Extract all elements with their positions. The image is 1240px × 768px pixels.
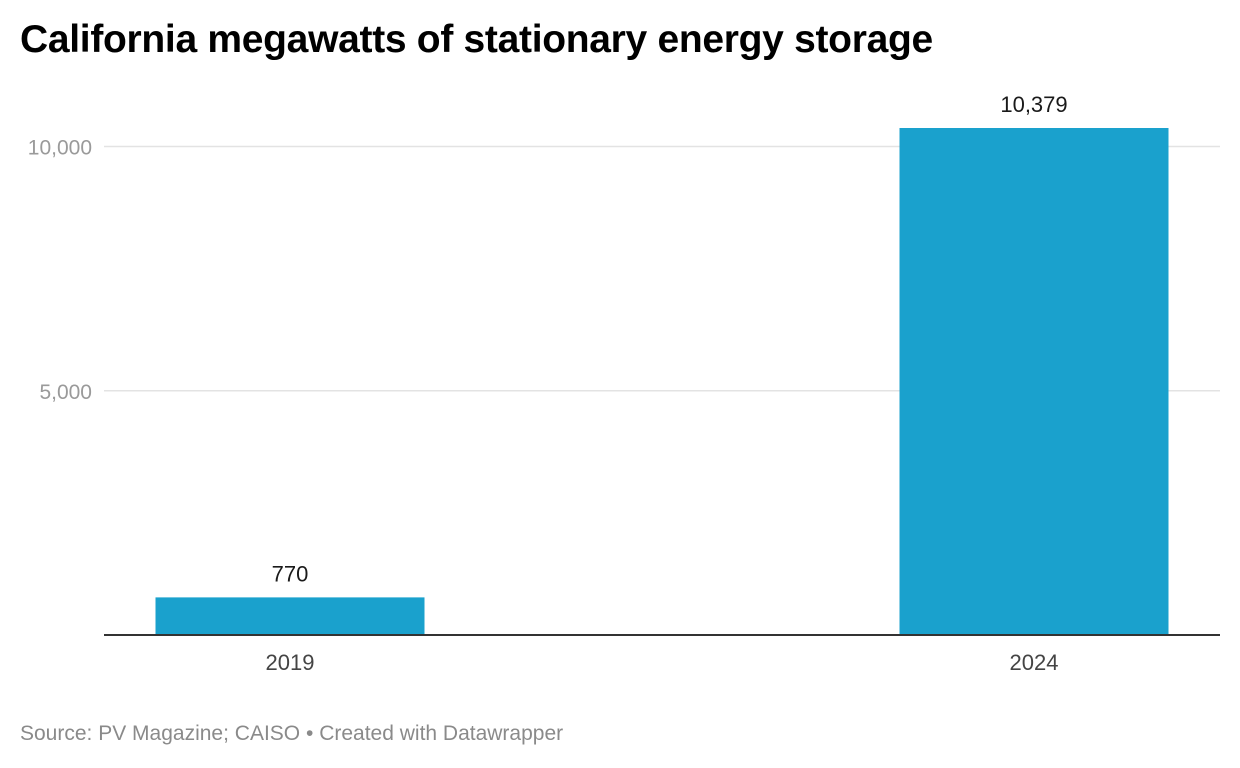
bar-value-labels: 770 10,379 — [272, 92, 1068, 586]
x-tick-label: 2024 — [1010, 650, 1059, 675]
bar-value-label: 10,379 — [1000, 92, 1067, 117]
source-text: Source: PV Magazine; CAISO — [20, 722, 301, 745]
bars — [155, 128, 1169, 635]
footer: Source: PV Magazine; CAISO • Created wit… — [20, 722, 563, 746]
y-axis-tick-labels: 5,000 10,000 — [28, 137, 92, 404]
bar-value-label: 770 — [272, 561, 309, 586]
credit-text: Created with Datawrapper — [319, 722, 564, 745]
bar-2019 — [155, 597, 425, 635]
chart-title: California megawatts of stationary energ… — [20, 18, 933, 61]
y-tick-label: 10,000 — [28, 137, 92, 160]
x-tick-label: 2019 — [266, 650, 315, 675]
separator-dot: • — [305, 722, 314, 745]
x-axis-tick-labels: 2019 2024 — [266, 650, 1059, 675]
y-tick-label: 5,000 — [39, 381, 92, 404]
bar-2024 — [899, 128, 1169, 635]
